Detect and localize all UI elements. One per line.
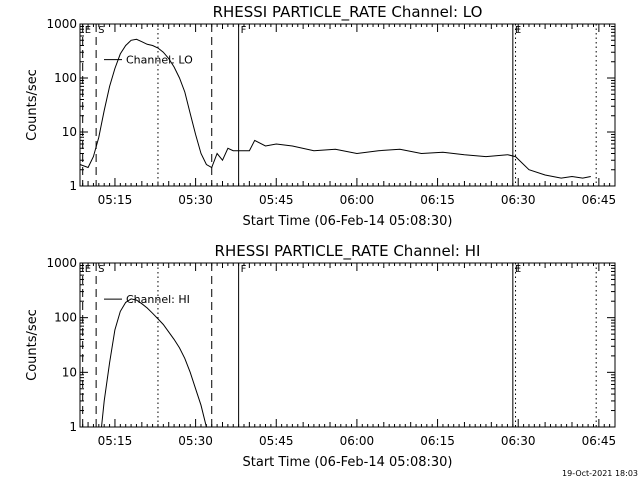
- y-tick-label: 100: [54, 71, 77, 85]
- x-tick-label: 05:45: [259, 434, 294, 448]
- y-tick-label: 10: [62, 125, 77, 139]
- legend-label: Channel: LO: [126, 54, 193, 67]
- panel-lo: RHESSI PARTICLE_RATE Channel: LO 1 10 100 10…: [25, 3, 616, 229]
- marker-label: E: [515, 264, 521, 275]
- y-tick-label: 1: [69, 420, 77, 434]
- x-tick-label: 06:15: [420, 434, 455, 448]
- marker-label: S: [98, 264, 104, 275]
- x-tick-label: 06:00: [340, 193, 375, 207]
- chart-title: RHESSI PARTICLE_RATE Channel: LO: [213, 3, 483, 22]
- marker-label: F: [241, 264, 247, 275]
- series-line: [101, 298, 207, 428]
- x-tick-label: 06:15: [420, 193, 455, 207]
- y-axis-label: Counts/sec: [25, 69, 40, 141]
- x-axis-label: Start Time (06-Feb-14 05:08:30): [243, 214, 453, 229]
- x-tick-label: 05:30: [178, 193, 213, 207]
- x-tick-label: 06:30: [501, 193, 536, 207]
- x-tick-label: 06:00: [340, 434, 375, 448]
- marker-label: E: [85, 264, 91, 275]
- chart-title: RHESSI PARTICLE_RATE Channel: HI: [215, 242, 481, 261]
- legend-label: Channel: HI: [126, 293, 190, 306]
- x-tick-label: 05:15: [98, 434, 133, 448]
- x-tick-label: 06:45: [582, 434, 617, 448]
- x-tick-label: 06:30: [501, 434, 536, 448]
- plot-frame: [79, 262, 616, 428]
- marker-label: S: [98, 25, 104, 36]
- series-line: [79, 38, 591, 179]
- x-axis-label: Start Time (06-Feb-14 05:08:30): [243, 455, 453, 470]
- y-axis-label: Counts/sec: [25, 309, 40, 381]
- x-tick-label: 06:45: [582, 193, 617, 207]
- y-tick-label: 1: [69, 179, 77, 193]
- plot-frame: [79, 23, 616, 187]
- y-tick-label: 1000: [46, 256, 77, 270]
- panel-hi: RHESSI PARTICLE_RATE Channel: HI 1 10 100 10…: [25, 242, 616, 470]
- marker-label: E: [85, 25, 91, 36]
- marker-label: E: [515, 25, 521, 36]
- y-tick-label: 100: [54, 311, 77, 325]
- y-tick-label: 10: [62, 365, 77, 379]
- y-tick-label: 1000: [46, 17, 77, 31]
- x-tick-label: 05:30: [178, 434, 213, 448]
- marker-label: F: [241, 25, 247, 36]
- footer-timestamp: 19-Oct-2021 18:03: [562, 469, 638, 478]
- x-tick-label: 05:15: [98, 193, 133, 207]
- x-tick-label: 05:45: [259, 193, 294, 207]
